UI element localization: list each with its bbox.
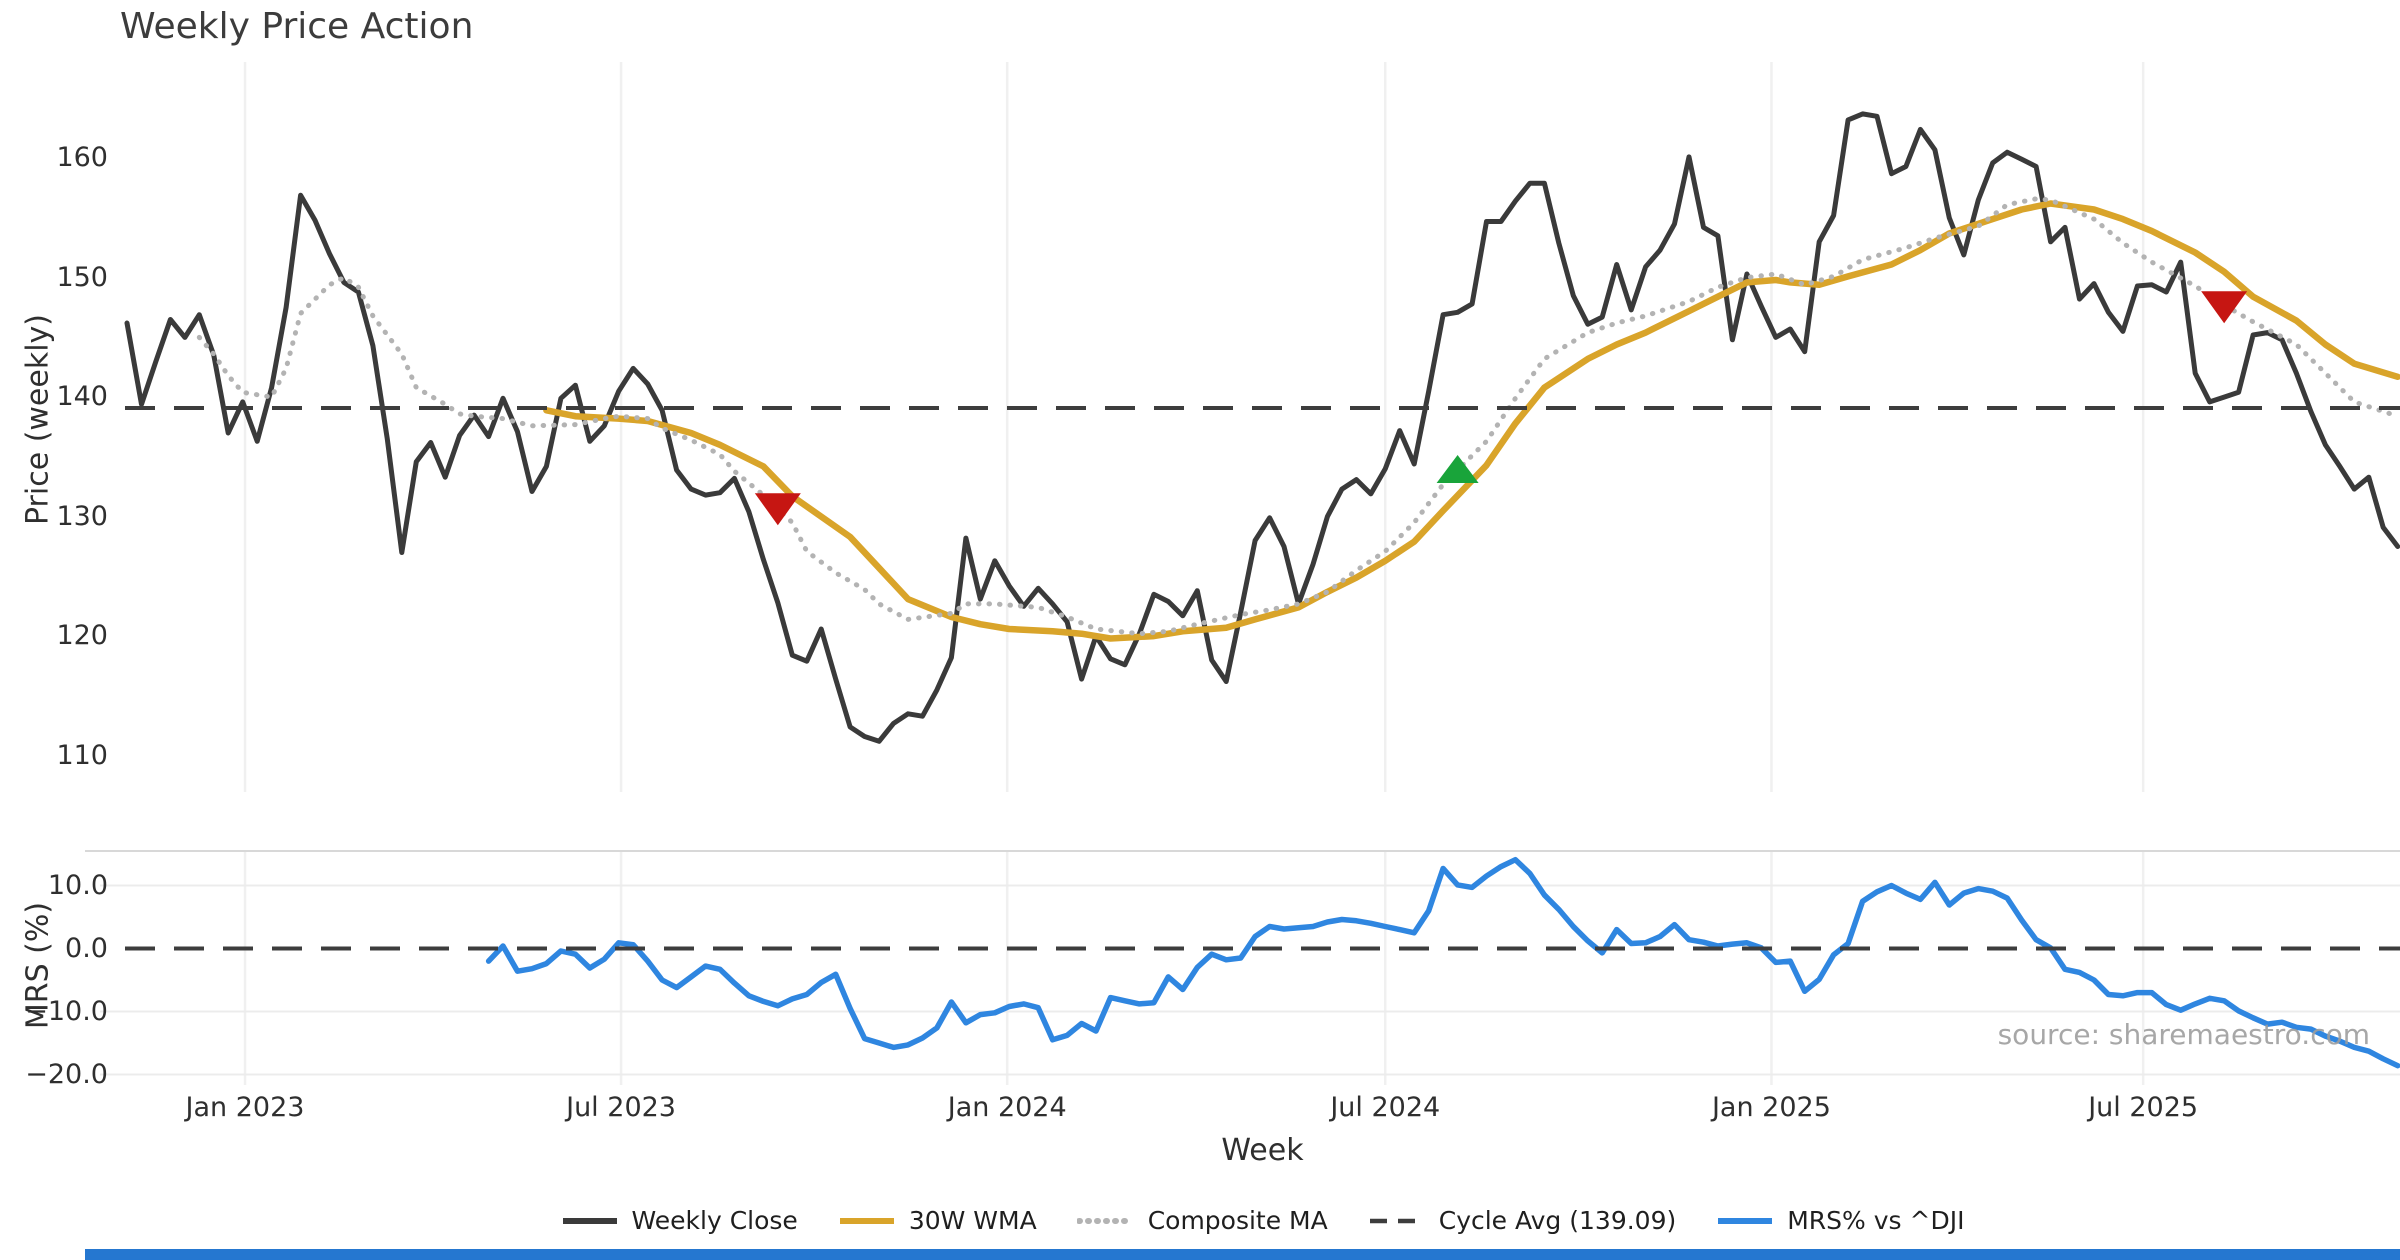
y-tick-label: −10.0 bbox=[25, 995, 108, 1027]
legend-item-label: 30W WMA bbox=[908, 1206, 1037, 1235]
y-tick-label: 160 bbox=[56, 142, 108, 174]
legend-solid-line-icon bbox=[839, 1217, 894, 1224]
legend-item-label: Weekly Close bbox=[631, 1206, 798, 1235]
y-tick-label: 110 bbox=[56, 739, 108, 771]
legend-item-label: MRS% vs ^DJI bbox=[1787, 1206, 1965, 1235]
legend-dotted-line-icon bbox=[1076, 1217, 1135, 1224]
y-tick-label: 140 bbox=[56, 381, 108, 413]
x-tick-label: Jan 2023 bbox=[185, 1092, 305, 1123]
sell-signal-icon bbox=[2201, 291, 2248, 324]
legend-item-label: Cycle Avg (139.09) bbox=[1438, 1206, 1677, 1235]
x-tick-label: Jul 2023 bbox=[566, 1092, 676, 1123]
source-watermark: source: sharemaestro.com bbox=[1997, 1018, 2370, 1051]
legend-solid-line-icon bbox=[562, 1217, 617, 1224]
legend: Weekly Close 30W WMA Composite MA Cycle Avg… bbox=[125, 1206, 2400, 1235]
y-tick-label: −20.0 bbox=[25, 1058, 108, 1090]
legend-item-label: Composite MA bbox=[1147, 1206, 1328, 1235]
buy-signal-icon bbox=[1436, 455, 1479, 484]
legend-item: 30W WMA bbox=[838, 1206, 1037, 1235]
chart-line-mrs-vs-dji bbox=[485, 856, 2400, 1069]
legend-item: MRS% vs ^DJI bbox=[1716, 1206, 1964, 1235]
x-tick-label: Jan 2025 bbox=[1711, 1092, 1831, 1123]
legend-dashed-line-icon bbox=[1369, 1218, 1424, 1223]
legend-item: Weekly Close bbox=[561, 1206, 798, 1235]
x-tick-label: Jul 2024 bbox=[1330, 1092, 1441, 1123]
legend-item: Cycle Avg (139.09) bbox=[1368, 1206, 1677, 1235]
footer-accent-bar bbox=[85, 1249, 2400, 1260]
y-tick-label: 10.0 bbox=[47, 869, 108, 901]
chart-line-30w-wma bbox=[543, 200, 2400, 642]
x-tick-label: Jan 2024 bbox=[947, 1092, 1067, 1123]
chart-line-composite-ma bbox=[196, 196, 2400, 637]
y-tick-label: 120 bbox=[56, 620, 108, 652]
y-tick-label: 150 bbox=[56, 261, 108, 293]
legend-solid-line-icon bbox=[1718, 1217, 1773, 1224]
chart-line-weekly-close bbox=[124, 111, 2400, 744]
y-tick-label: 0.0 bbox=[65, 932, 108, 964]
y-tick-label: 130 bbox=[56, 500, 108, 532]
x-tick-label: Jul 2025 bbox=[2088, 1092, 2199, 1123]
x-axis-label: Week bbox=[1221, 1133, 1304, 1168]
sell-signal-icon bbox=[754, 493, 801, 526]
legend-item: Composite MA bbox=[1076, 1206, 1328, 1235]
chart-title: Weekly Price Action bbox=[120, 6, 474, 47]
